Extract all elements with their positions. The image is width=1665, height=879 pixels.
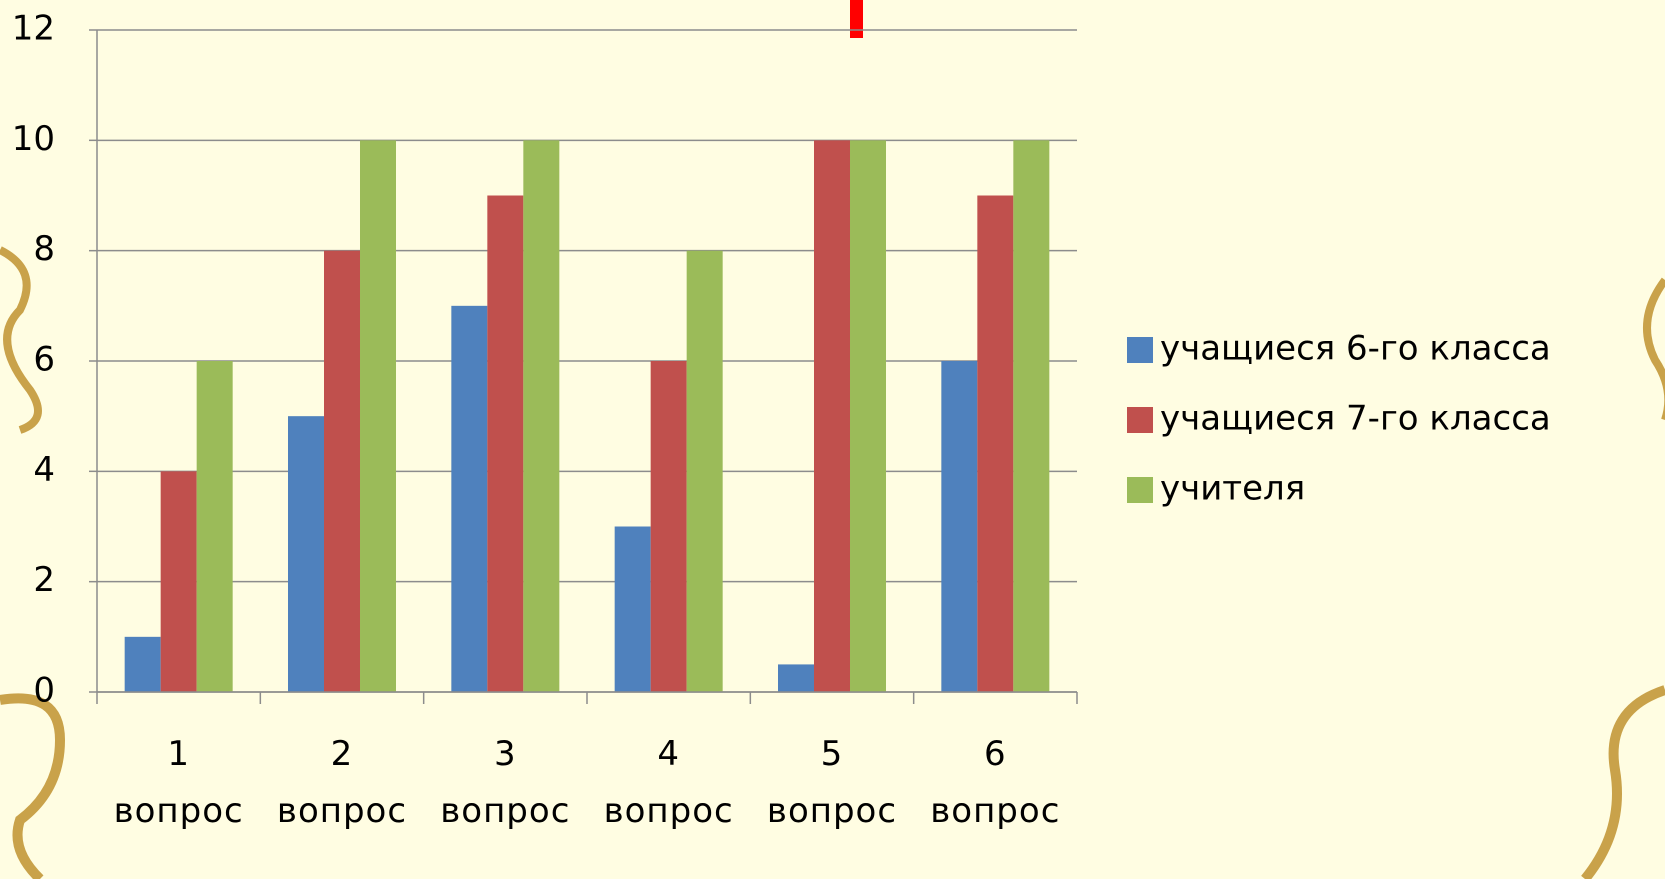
y-tick-label: 10 <box>12 119 55 159</box>
title-fragment <box>850 0 863 38</box>
y-tick-label: 0 <box>33 671 55 711</box>
legend-label: учащиеся 6-го класса <box>1160 329 1551 369</box>
x-tick-label: 4 вопрос <box>603 734 734 831</box>
bar <box>124 636 161 692</box>
bar <box>196 361 233 692</box>
legend-swatch <box>1127 337 1153 363</box>
bar <box>686 250 723 692</box>
y-tick-label: 12 <box>12 9 55 49</box>
legend-swatch <box>1127 407 1153 433</box>
x-tick-label: 1 вопрос <box>113 734 244 831</box>
bar <box>1013 140 1050 693</box>
legend-label: учащиеся 7-го класса <box>1160 399 1551 439</box>
x-tick-label: 6 вопрос <box>930 734 1061 831</box>
x-tick-label: 2 вопрос <box>276 734 408 831</box>
bar <box>160 471 197 692</box>
y-tick-label: 4 <box>33 450 55 490</box>
bar <box>614 526 651 692</box>
bar <box>814 140 850 693</box>
ornament <box>1581 685 1665 879</box>
x-tick-label: 3 вопрос <box>440 734 571 831</box>
bar <box>523 140 560 693</box>
bar <box>650 361 687 692</box>
legend-label: учителя <box>1160 469 1305 509</box>
y-tick-label: 8 <box>33 229 55 269</box>
bar <box>941 361 978 692</box>
bar <box>487 195 524 692</box>
ornament <box>0 693 66 879</box>
bar <box>324 250 360 692</box>
bar <box>288 416 324 692</box>
x-tick-label: 5 вопрос <box>766 734 898 831</box>
bar <box>778 664 814 692</box>
bar <box>360 140 396 693</box>
legend-swatch <box>1127 477 1153 503</box>
bar <box>977 195 1014 692</box>
ornament <box>0 246 42 434</box>
ornament <box>1643 277 1665 420</box>
bar <box>850 140 886 693</box>
y-tick-label: 2 <box>33 560 55 600</box>
y-tick-label: 6 <box>33 340 55 380</box>
bar <box>451 305 488 692</box>
